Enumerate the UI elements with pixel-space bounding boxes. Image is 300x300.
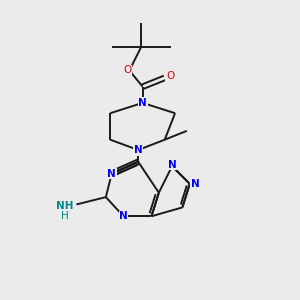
Text: N: N <box>138 98 147 108</box>
Text: N: N <box>168 160 176 170</box>
Text: H: H <box>61 211 68 221</box>
Text: N: N <box>134 145 142 155</box>
Text: O: O <box>123 65 131 76</box>
Text: NH: NH <box>56 201 74 211</box>
Text: N: N <box>119 211 128 221</box>
Text: N: N <box>107 169 116 178</box>
Text: O: O <box>166 71 174 81</box>
Text: N: N <box>191 179 200 189</box>
